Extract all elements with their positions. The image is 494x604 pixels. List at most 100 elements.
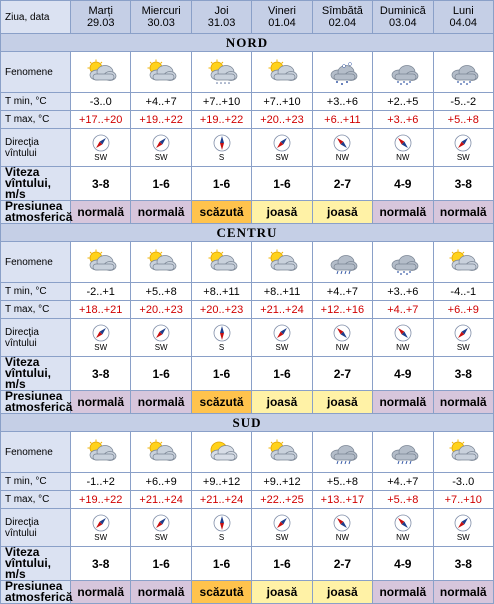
wind-direction-cell: SW (432, 128, 494, 167)
tmin-label: T min, °C (0, 472, 71, 491)
tmax-label: T max, °C (0, 490, 71, 509)
compass-icon (394, 514, 412, 532)
wind-direction-cell: SW (69, 318, 132, 357)
wind-direction-text: NW (335, 152, 350, 162)
tmin-cell: -2..+1 (69, 282, 132, 301)
day-date: 31.03 (207, 17, 236, 29)
wind-speed-row: Viteza vîntului, m/s 3-8 1-6 1-6 1-6 2-7 4-9 3-8 (0, 356, 494, 391)
partly-cloudy-icon (251, 431, 313, 473)
wind-direction-cell: SW (251, 128, 313, 167)
tmax-cell: +21..+24 (130, 490, 192, 509)
tmax-cell: +3..+6 (372, 110, 434, 129)
wind-speed-label: Viteza vîntului, m/s (0, 356, 71, 391)
wind-speed-cell: 4-9 (372, 546, 434, 581)
sunny-cloudy-icon (190, 431, 253, 473)
wind-direction-text: SW (94, 342, 108, 352)
day-name: Duminică (379, 5, 426, 17)
day-date: 03.04 (389, 17, 417, 29)
wind-direction-cell: NW (372, 318, 434, 357)
tmin-cell: +3..+6 (372, 282, 434, 301)
day-header: Luni 04.04 (432, 0, 494, 34)
wind-direction-cell: NW (311, 128, 374, 167)
day-date: 30.03 (147, 17, 175, 29)
tmax-cell: +20..+23 (251, 110, 313, 129)
wind-direction-text: SW (275, 342, 289, 352)
wind-direction-text: SW (275, 152, 289, 162)
partly-cloudy-icon (130, 51, 192, 93)
pressure-row: Presiunea atmosferică normală normală scăzut… (0, 389, 494, 414)
tmin-row: T min, °C -3..0 +4..+7 +7..+10 +7..+10 +3..+6… (0, 92, 494, 111)
pressure-cell: normală (372, 390, 434, 414)
pressure-label-text: Presiunea (5, 389, 63, 403)
wind-speed-row: Viteza vîntului, m/s 3-8 1-6 1-6 1-6 2-7 4-9 3-8 (0, 166, 494, 201)
pressure-cell: normală (130, 580, 192, 604)
tmin-cell: +7..+10 (251, 92, 313, 111)
tmin-label: T min, °C (0, 282, 71, 301)
compass-icon (213, 514, 231, 532)
cloudy-drizzle-icon (190, 51, 253, 93)
partly-cloudy-icon (69, 241, 132, 283)
compass-icon (273, 514, 291, 532)
region-header-row: NORD (0, 33, 494, 52)
wind-direction-cell: SW (432, 508, 494, 547)
tmax-cell: +6..+11 (311, 110, 374, 129)
wind-speed-cell: 3-8 (432, 546, 494, 581)
wind-direction-cell: SW (251, 508, 313, 547)
tmin-cell: +3..+6 (311, 92, 374, 111)
tmax-cell: +5..+8 (372, 490, 434, 509)
wind-direction-cell: SW (130, 508, 192, 547)
compass-icon (454, 324, 472, 342)
pressure-cell: normală (432, 390, 494, 414)
tmax-label-text: T max, °C (5, 494, 50, 505)
pressure-row: Presiunea atmosferică normală normală scăzut… (0, 580, 494, 604)
header-first-cell: Ziua, data (0, 0, 71, 34)
day-name: Vineri (268, 5, 296, 17)
compass-icon (92, 134, 110, 152)
tmax-cell: +20..+23 (130, 300, 192, 319)
region-title: NORD (0, 33, 494, 52)
tmax-cell: +19..+22 (69, 490, 132, 509)
region-title: CENTRU (0, 223, 494, 242)
compass-icon (152, 324, 170, 342)
wind-direction-cell: S (190, 508, 253, 547)
tmin-cell: +4..+7 (130, 92, 192, 111)
pressure-label: Presiunea atmosferică (0, 389, 72, 414)
wind-direction-cell: S (190, 318, 253, 357)
pressure-cell: joasă (251, 390, 313, 414)
tmax-cell: +21..+24 (190, 490, 253, 509)
wind-speed-cell: 3-8 (432, 356, 494, 391)
pressure-cell: normală (130, 200, 192, 224)
wind-speed-cell: 2-7 (311, 356, 374, 391)
day-date: 04.04 (449, 17, 478, 29)
cloudy-rain-icon (372, 431, 434, 473)
tmin-cell: +8..+11 (190, 282, 253, 301)
wind-speed-cell: 2-7 (311, 546, 374, 581)
tmin-cell: +9..+12 (190, 472, 253, 491)
day-name: Joi (214, 5, 229, 17)
day-name: Sîmbătă (321, 5, 363, 17)
day-header: Vineri 01.04 (251, 0, 313, 34)
pressure-label-text-2: atmosferică (5, 210, 73, 224)
tmax-cell: +19..+22 (130, 110, 192, 129)
compass-icon (152, 514, 170, 532)
wind-direction-label-text-2: vîntului (5, 147, 37, 159)
tmin-row: T min, °C -1..+2 +6..+9 +9..+12 +9..+12 +5..+… (0, 472, 494, 491)
wind-direction-label-text-2: vîntului (5, 527, 37, 539)
tmax-cell: +5..+8 (432, 110, 494, 129)
pressure-cell: joasă (251, 200, 313, 224)
wind-direction-cell: NW (372, 128, 434, 167)
tmin-label-text: T min, °C (5, 96, 47, 107)
wind-speed-cell: 1-6 (130, 356, 192, 391)
wind-direction-row: Direcţia vîntului SW SW S SW NW NW SW (0, 508, 494, 547)
cloudy-snow-icon (372, 51, 434, 93)
pressure-cell: normală (372, 200, 434, 224)
phenomena-label: Fenomene (0, 51, 71, 93)
wind-direction-text: SW (94, 152, 108, 162)
tmax-cell: +22..+25 (251, 490, 313, 509)
phenomena-row: Fenomene (0, 51, 494, 93)
wind-speed-label-text-2: vîntului, m/s (5, 176, 51, 201)
wind-direction-text: S (218, 152, 225, 162)
wind-direction-text: SW (456, 342, 470, 352)
